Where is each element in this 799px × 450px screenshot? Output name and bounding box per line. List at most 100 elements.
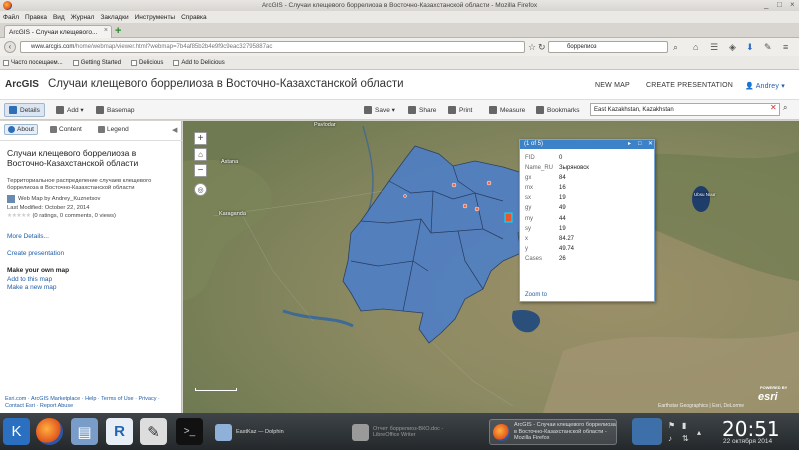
- r-icon[interactable]: R: [106, 418, 133, 445]
- network-icon[interactable]: ⇅: [682, 434, 689, 443]
- firefox-launcher-icon[interactable]: [36, 418, 63, 445]
- file-manager-icon[interactable]: ▤: [71, 418, 98, 445]
- arcgis-logo[interactable]: ArcGIS: [5, 79, 39, 90]
- new-map-link[interactable]: NEW MAP: [595, 82, 630, 89]
- tray-expand-icon[interactable]: ▴: [697, 428, 702, 437]
- zoom-to-link[interactable]: Zoom to: [525, 292, 548, 298]
- bookmarks-button[interactable]: Bookmarks: [536, 104, 580, 116]
- zoom-in-button[interactable]: +: [194, 132, 207, 145]
- case-point[interactable]: [486, 180, 492, 186]
- menu-icon[interactable]: ≡: [783, 42, 789, 52]
- share-label: Share: [419, 106, 437, 114]
- add-button[interactable]: Add ▾: [56, 104, 84, 116]
- rating-stars-icon[interactable]: ★★★★★: [7, 213, 31, 219]
- details-tabs: About Content Legend ◀: [0, 121, 182, 141]
- bookmark-add-to-delicious[interactable]: Add to Delicious: [173, 59, 225, 66]
- panel-description: Территориальное распределение случаев кл…: [7, 178, 152, 191]
- firefox-icon: [3, 1, 12, 10]
- close-window-button[interactable]: ×: [790, 0, 795, 9]
- bookmark-most-visited[interactable]: Часто посещаем...: [3, 59, 63, 66]
- case-point[interactable]: [451, 182, 457, 188]
- save-button[interactable]: Save ▾: [364, 104, 395, 116]
- case-point[interactable]: [474, 206, 480, 212]
- back-button[interactable]: ‹: [4, 41, 16, 53]
- add-to-map-link[interactable]: Add to this map: [7, 276, 53, 283]
- map-view[interactable]: + ⌂ − ◎ Pavlodar Astana Karaganda Ubsu N…: [183, 121, 799, 413]
- maximize-button[interactable]: □: [777, 0, 782, 9]
- tab-legend[interactable]: Legend: [98, 126, 129, 133]
- basemap-button[interactable]: Basemap: [96, 104, 134, 116]
- window-title: ArcGIS - Случаи клещевого боррелиоза в В…: [261, 2, 538, 9]
- user-menu[interactable]: 👤 Andrey ▾: [745, 83, 785, 90]
- home-icon[interactable]: ⌂: [693, 42, 699, 52]
- battery-icon[interactable]: ▮: [682, 421, 687, 430]
- print-button[interactable]: Print: [448, 104, 472, 116]
- library-icon[interactable]: ☰: [710, 42, 719, 52]
- bookmark-getting-started[interactable]: Getting Started: [72, 59, 122, 66]
- flag-icon[interactable]: ⚑: [668, 421, 676, 430]
- navigation-bar: ‹ www.arcgis.com/home/webmap/viewer.html…: [0, 38, 799, 56]
- case-point[interactable]: [403, 194, 407, 198]
- download-icon[interactable]: ⬇: [746, 42, 754, 52]
- reload-icon[interactable]: ↻: [538, 42, 546, 52]
- home-extent-button[interactable]: ⌂: [194, 148, 207, 161]
- menu-file[interactable]: Файл: [3, 13, 19, 21]
- tab-close-icon[interactable]: ×: [103, 27, 108, 34]
- locate-button[interactable]: ◎: [194, 183, 207, 196]
- selected-feature[interactable]: [504, 212, 513, 223]
- taskbar: K ▤ R ✎ >_ EastKaz — Dolphin Отчет борре…: [0, 413, 799, 450]
- browser-tab[interactable]: ArcGIS - Случаи клещевого... ×: [4, 25, 112, 38]
- task-firefox[interactable]: ArcGIS - Случаи клещевого боррелиоза в В…: [489, 419, 617, 445]
- menu-history[interactable]: Журнал: [70, 13, 95, 21]
- menu-tools[interactable]: Инструменты: [134, 13, 176, 21]
- search-icon[interactable]: ⌕: [673, 42, 679, 52]
- new-tab-button[interactable]: +: [115, 25, 122, 37]
- popup-header: (1 of 5) ▸ □ ✕: [520, 140, 654, 149]
- user-name: Andrey: [755, 83, 780, 90]
- map-label-astana: Astana: [221, 159, 239, 165]
- case-point[interactable]: [462, 203, 468, 209]
- popup-next-icon[interactable]: ▸: [628, 141, 632, 147]
- popup-field-value: 49.74: [559, 245, 575, 252]
- menu-edit[interactable]: Правка: [24, 13, 47, 21]
- tab-about[interactable]: About: [4, 124, 38, 135]
- clear-search-icon[interactable]: ✕: [770, 103, 777, 112]
- make-new-map-link[interactable]: Make a new map: [7, 284, 57, 291]
- search-icon[interactable]: ⌕: [783, 103, 788, 112]
- more-details-link[interactable]: More Details...: [7, 233, 49, 240]
- collapse-panel-icon[interactable]: ◀: [172, 127, 178, 134]
- east-kazakhstan-region[interactable]: [342, 145, 546, 344]
- kde-menu-icon[interactable]: K: [3, 418, 30, 445]
- tab-content[interactable]: Content: [50, 126, 82, 133]
- bookmark-star-icon[interactable]: ☆: [528, 42, 537, 52]
- panel-footer-links[interactable]: Esri.com · ArcGIS Marketplace · Help · T…: [5, 396, 160, 409]
- terminal-icon[interactable]: >_: [176, 418, 203, 445]
- minimize-button[interactable]: _: [764, 0, 769, 9]
- bookmark-label: Getting Started: [80, 59, 122, 66]
- browser-search-input[interactable]: боррелиоз: [548, 41, 668, 53]
- url-bar[interactable]: www.arcgis.com/home/webmap/viewer.html?w…: [20, 41, 525, 53]
- menu-help[interactable]: Справка: [181, 13, 207, 21]
- desktop-pager-icon[interactable]: [632, 418, 662, 445]
- pocket-icon[interactable]: ◈: [729, 42, 736, 52]
- details-button[interactable]: Details: [4, 103, 45, 117]
- text-editor-icon[interactable]: ✎: [140, 418, 167, 445]
- menu-view[interactable]: Вид: [52, 13, 65, 21]
- clock-time[interactable]: 20:51: [722, 417, 780, 441]
- addon-icon[interactable]: ✎: [764, 42, 772, 52]
- measure-button[interactable]: Measure: [489, 104, 525, 116]
- popup-close-icon[interactable]: ✕: [648, 141, 654, 147]
- map-search-input[interactable]: East Kazakhstan, Kazakhstan: [590, 103, 780, 116]
- volume-icon[interactable]: ♪: [668, 434, 672, 443]
- create-presentation-link[interactable]: CREATE PRESENTATION: [646, 82, 734, 89]
- share-button[interactable]: Share: [408, 104, 436, 116]
- task-writer[interactable]: Отчет боррелиоз-ВКО.doc - LibreOffice Wr…: [352, 419, 470, 445]
- bookmark-delicious[interactable]: Delicious: [131, 59, 163, 66]
- popup-field-row: x 84.27: [525, 234, 654, 244]
- create-presentation-panel-link[interactable]: Create presentation: [7, 250, 65, 257]
- popup-maximize-icon[interactable]: □: [638, 141, 642, 147]
- menu-bookmarks[interactable]: Закладки: [100, 13, 129, 21]
- panel-owner: Web Map by Andrey_Kuznetsov: [7, 195, 100, 203]
- task-dolphin[interactable]: EastKaz — Dolphin: [215, 419, 323, 445]
- zoom-out-button[interactable]: −: [194, 164, 207, 177]
